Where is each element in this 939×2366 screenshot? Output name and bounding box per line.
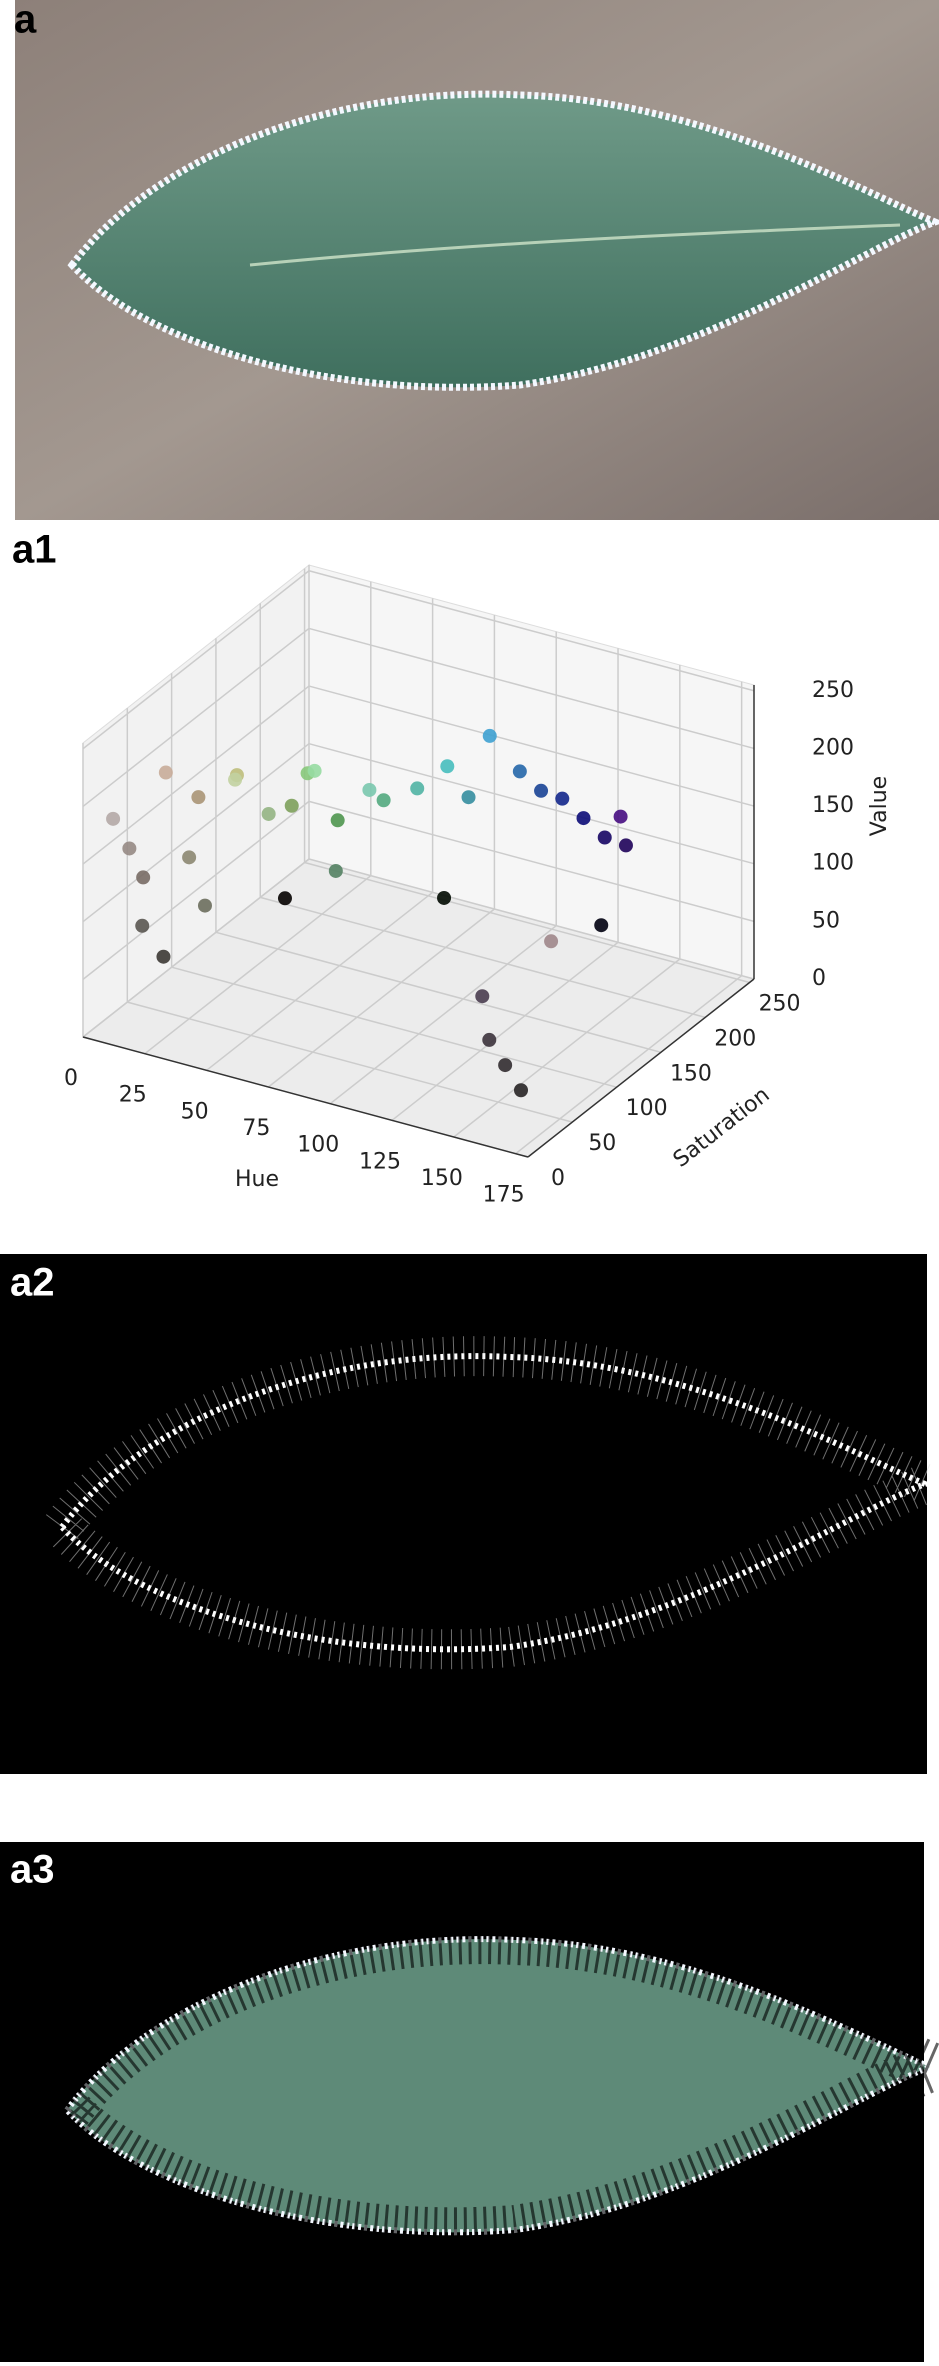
data-point — [498, 1058, 513, 1073]
grid-line — [308, 742, 755, 865]
data-point — [555, 791, 570, 806]
data-point — [461, 790, 476, 805]
grid-line — [127, 1001, 573, 1123]
z-tick-label: 50 — [812, 908, 840, 933]
z-tick-label: 150 — [812, 793, 854, 818]
grid-line — [329, 925, 557, 1105]
data-point — [328, 863, 343, 878]
grid-line — [82, 858, 310, 1038]
data-point — [544, 934, 559, 949]
x-tick-label: 0 — [64, 1066, 78, 1091]
data-point — [284, 798, 299, 813]
data-point — [362, 782, 377, 797]
data-point — [410, 781, 425, 796]
grid-line — [260, 896, 706, 1019]
data-point — [482, 1032, 497, 1047]
x-axis-label: Hue — [235, 1167, 279, 1192]
data-point — [576, 811, 591, 826]
grid-line — [215, 931, 662, 1054]
leaf-vein — [249, 223, 901, 267]
data-point — [136, 870, 151, 885]
data-point — [197, 898, 212, 913]
data-point — [514, 1083, 529, 1098]
panel-label: a3 — [10, 1848, 55, 1892]
data-point — [106, 811, 121, 826]
y-tick-label: 100 — [626, 1096, 668, 1121]
data-point — [191, 790, 206, 805]
x-tick-label: 125 — [359, 1149, 401, 1174]
grid-line — [82, 743, 310, 923]
y-tick-label: 200 — [714, 1026, 756, 1051]
data-point — [440, 759, 455, 774]
grid-line — [171, 966, 617, 1088]
data-point — [594, 918, 609, 933]
grid-line — [267, 908, 495, 1088]
grid-line — [304, 861, 750, 984]
data-point — [512, 764, 527, 779]
x-tick-label: 75 — [242, 1116, 270, 1141]
data-point — [597, 830, 612, 845]
panel-label: a2 — [10, 1261, 55, 1305]
z-tick-label: 100 — [812, 851, 854, 876]
grid-line — [308, 685, 755, 807]
x-tick-label: 25 — [119, 1083, 147, 1108]
panel-label: a1 — [12, 528, 57, 572]
scatter-3d: 0255075100125150175050100150200250050100… — [64, 563, 892, 1208]
data-point — [330, 813, 345, 828]
data-point — [613, 809, 628, 824]
y-axis — [527, 978, 755, 1158]
grid-line — [308, 570, 755, 692]
grid-line — [391, 941, 619, 1121]
grid-line — [308, 627, 755, 750]
data-point — [376, 793, 391, 808]
grid-line — [453, 958, 681, 1138]
y-axis-label: Saturation — [669, 1082, 775, 1172]
data-point — [158, 765, 173, 780]
z-tick-label: 200 — [812, 735, 854, 760]
panel-label: a — [14, 0, 37, 42]
mask-background — [0, 1254, 927, 1774]
x-tick-label: 175 — [483, 1183, 525, 1208]
grid-line — [82, 627, 310, 808]
data-point — [182, 850, 197, 865]
y-tick-label: 50 — [588, 1131, 616, 1156]
grid-line — [308, 858, 755, 980]
x-tick-label: 100 — [297, 1133, 339, 1158]
z-tick-label: 250 — [812, 678, 854, 703]
data-point — [261, 806, 276, 821]
x-tick-label: 150 — [421, 1166, 463, 1191]
y-tick-label: 0 — [551, 1166, 565, 1191]
x-axis — [82, 1036, 529, 1158]
grid-line — [82, 800, 310, 980]
z-tick-label: 0 — [812, 966, 826, 991]
data-point — [228, 772, 243, 787]
data-point — [156, 949, 171, 964]
x-tick-label: 50 — [181, 1099, 209, 1124]
data-point — [482, 728, 497, 743]
grid-line — [144, 875, 372, 1055]
grid-line — [82, 570, 310, 750]
grid-line — [308, 800, 755, 923]
data-point — [135, 918, 150, 933]
data-point — [277, 891, 292, 906]
data-point — [307, 763, 322, 778]
data-point — [618, 838, 633, 853]
data-point — [534, 783, 549, 798]
grid-line — [515, 975, 743, 1155]
data-point — [437, 890, 452, 905]
y-tick-label: 250 — [759, 991, 801, 1016]
y-tick-label: 150 — [670, 1061, 712, 1086]
grid-line — [82, 685, 310, 865]
grid-line — [206, 891, 434, 1071]
data-point — [122, 841, 137, 856]
z-axis-label: Value — [867, 776, 892, 836]
data-point — [475, 989, 490, 1004]
